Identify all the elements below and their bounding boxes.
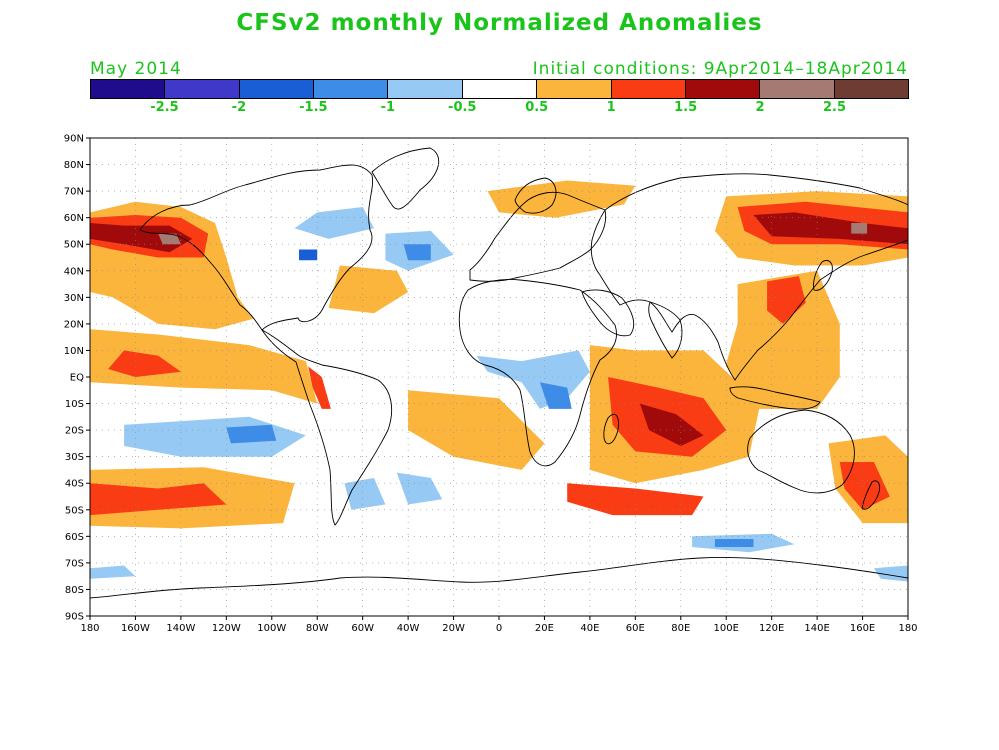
lon-label: 40E (580, 623, 599, 634)
lat-label: 40N (64, 266, 84, 277)
lat-label: EQ (70, 373, 84, 384)
lon-label: 40W (397, 623, 420, 634)
lon-label: 180 (80, 623, 99, 634)
colorbar-segment (91, 80, 166, 98)
colorbar-label: -2 (231, 100, 247, 115)
lon-label: 160E (850, 623, 875, 634)
lon-label: 160W (121, 623, 150, 634)
colorbar-segment (165, 80, 240, 98)
colorbar-label: -2.5 (150, 100, 179, 115)
colorbar (90, 79, 909, 99)
anomaly-region-southern-indian-hot (567, 483, 704, 516)
lat-label: 60N (64, 213, 84, 224)
colorbar-segment (611, 80, 686, 98)
anomaly-region-siberia-peak (851, 223, 868, 234)
colorbar-label: -0.5 (448, 100, 477, 115)
anomaly-region-antarctic-coast-cool-east (873, 565, 908, 582)
lat-label: 70N (64, 187, 84, 198)
anomaly-region-south-pacific-cool (124, 416, 306, 457)
anomaly-shading (90, 180, 908, 582)
colorbar-label: 0.5 (525, 100, 549, 115)
colorbar-segment (388, 80, 463, 98)
colorbar-segment (537, 80, 612, 98)
latitude-axis: 90N 80N 70N 60N 50N 40N 30N 20N 10N EQ 10S 20S 30S 40… (64, 134, 90, 623)
lon-label: 20W (442, 623, 465, 634)
anomaly-region-north-pacific-core (90, 223, 193, 253)
anomaly-region-antarctic-cold (714, 539, 754, 547)
initial-conditions: Initial conditions: 9Apr2014–18Apr2014 (532, 59, 908, 79)
anomaly-region-australia-east-hot (839, 462, 890, 510)
anomaly-region-south-atlantic-warm (408, 390, 545, 470)
colorbar-segment (834, 80, 908, 98)
lon-label: 80E (671, 623, 690, 634)
colorbar-labels: -2.5 -2 -1.5 -1 -0.5 0.5 1 1.5 2 2.5 (90, 100, 909, 118)
anomaly-region-south-atlantic-south-cool (396, 472, 443, 505)
lat-label: 30N (64, 293, 84, 304)
lat-label: 20N (64, 319, 84, 330)
lon-label: 180 (898, 623, 917, 634)
coastlines (90, 147, 908, 599)
forecast-month: May 2014 (90, 59, 182, 79)
colorbar-label: 2.5 (823, 100, 847, 115)
colorbar-label: 2 (755, 100, 765, 115)
colorbar-label: -1 (380, 100, 396, 115)
lat-label: 40S (65, 479, 84, 490)
graticule (90, 138, 908, 616)
anomaly-region-hudson-bay-cold (299, 249, 318, 261)
lat-label: 70S (65, 558, 84, 569)
map-title: CFSv2 monthly Normalized Anomalies (236, 10, 763, 36)
colorbar-label: 1 (606, 100, 616, 115)
lat-label: 20S (65, 426, 84, 437)
lon-label: 60E (626, 623, 645, 634)
lat-label: 90S (65, 612, 84, 623)
colorbar-segment (760, 80, 835, 98)
lat-label: 30S (65, 452, 84, 463)
lon-label: 60W (351, 623, 374, 634)
colorbar-segment (314, 80, 389, 98)
anomaly-region-north-atlantic-cold (403, 244, 431, 261)
lat-label: 80S (65, 585, 84, 596)
lon-label: 20E (535, 623, 554, 634)
lat-label: 60S (65, 532, 84, 543)
anomaly-region-tropical-pacific-warm (90, 329, 318, 404)
lat-label: 80N (64, 160, 84, 171)
anomaly-region-indian-ocean-core (639, 403, 704, 446)
lon-label: 100E (714, 623, 739, 634)
lon-label: 120E (759, 623, 784, 634)
anomaly-region-antarctic-coast-cool-west (90, 565, 136, 579)
lat-label: 10N (64, 346, 84, 357)
anomaly-region-arctic-europe-warm (487, 180, 636, 218)
longitude-axis: 180 160W 140W 120W 100W 80W 60W 40W 20W 0 20E 40E 60… (80, 616, 918, 634)
lon-label: 140W (166, 623, 195, 634)
colorbar-label: 1.5 (674, 100, 698, 115)
colorbar-label: -1.5 (299, 100, 328, 115)
lon-label: 80W (306, 623, 329, 634)
colorbar-segment (685, 80, 761, 98)
lat-label: 50N (64, 240, 84, 251)
lat-label: 50S (65, 505, 84, 516)
lon-label: 0 (496, 623, 502, 634)
anomaly-region-siberia-core (753, 212, 908, 245)
lat-label: 10S (65, 399, 84, 410)
anomaly-region-west-pacific-hot (767, 276, 806, 324)
anomaly-region-south-pacific-cold (226, 424, 277, 444)
lon-label: 100W (257, 623, 286, 634)
lon-label: 140E (804, 623, 829, 634)
anomaly-region-atlantic-warm (328, 265, 409, 314)
anomaly-region-north-pacific-peak (158, 233, 181, 245)
colorbar-segment (462, 80, 538, 98)
anomaly-region-arctic-cool (294, 207, 374, 239)
anomaly-region-central-africa-cold (539, 382, 572, 409)
anomaly-region-peru-coast-hot (308, 366, 331, 409)
anomaly-region-southern-pacific-hot (90, 483, 227, 516)
anomaly-region-tropical-pacific-hot (108, 350, 181, 377)
colorbar-segment (239, 80, 315, 98)
lon-label: 120W (212, 623, 241, 634)
lat-label: 90N (64, 134, 84, 145)
anomaly-region-west-pacific-warm (726, 270, 840, 409)
